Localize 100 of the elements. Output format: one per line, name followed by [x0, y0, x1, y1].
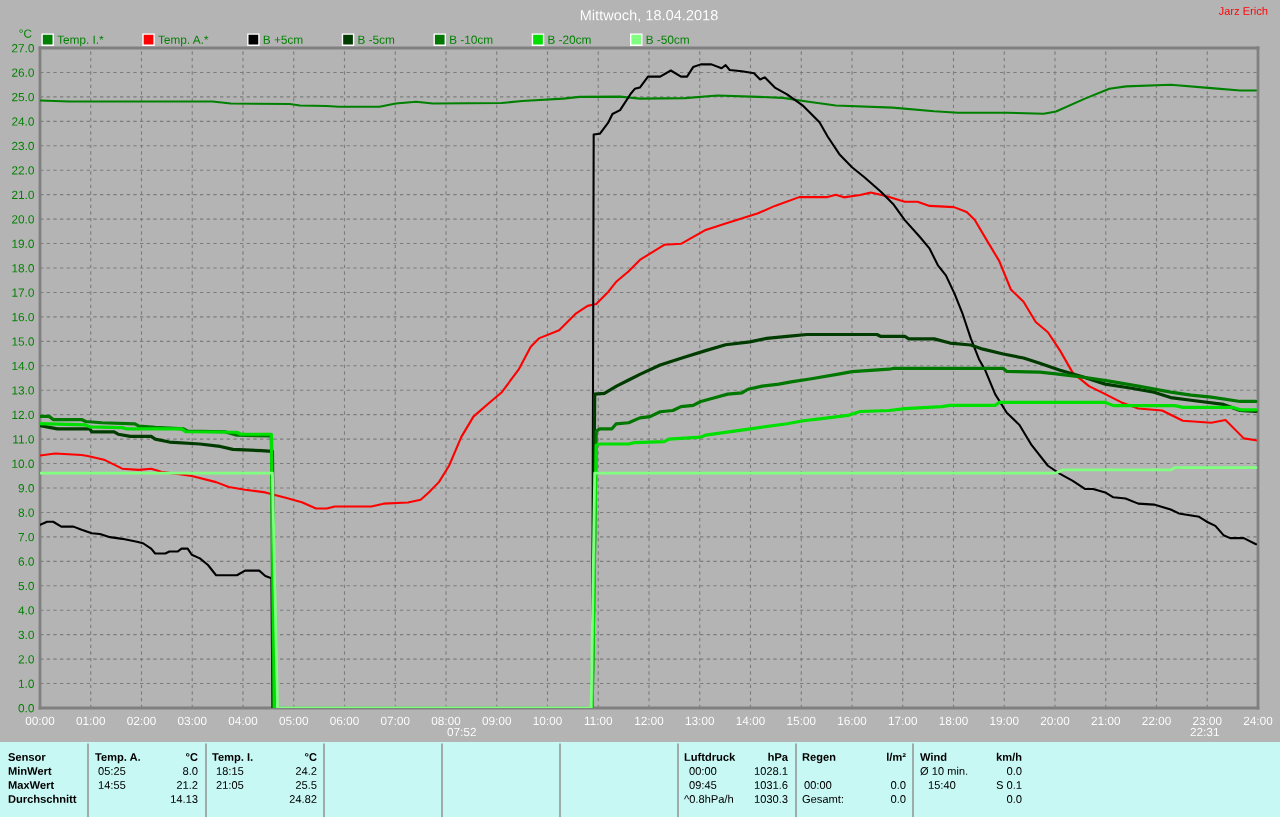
- text: 21.2: [176, 781, 198, 789]
- y-tick-label: 7.0: [18, 532, 34, 542]
- x-tick-label: 07:00: [380, 716, 410, 725]
- y-tick-label: 1.0: [18, 679, 34, 688]
- legend-label: B -20cm: [548, 35, 591, 44]
- text: 0.0: [1006, 795, 1022, 803]
- x-tick-label: 02:00: [127, 716, 156, 725]
- y-tick-label: 26.0: [12, 68, 34, 77]
- legend-label: B -5cm: [358, 35, 395, 44]
- text: 09:45: [689, 781, 717, 789]
- y-tick-label: 23.0: [12, 141, 34, 151]
- text: 25.5: [295, 781, 317, 789]
- y-tick-label: 0.0: [18, 704, 34, 713]
- y-tick-label: 11.0: [13, 435, 34, 444]
- y-tick-label: 4.0: [18, 606, 34, 615]
- x-tick-label: 24:00: [1243, 716, 1273, 725]
- y-tick-label: 12.0: [12, 410, 34, 420]
- y-tick-label: 27.0: [12, 44, 34, 53]
- y-axis-title: °C: [19, 29, 32, 38]
- y-tick-label: 20.0: [12, 215, 34, 224]
- y-tick-label: 19.0: [12, 239, 34, 248]
- y-tick-label: 9.0: [18, 484, 34, 493]
- text: Temp. A.: [95, 753, 140, 764]
- x-tick-label: 03:00: [177, 716, 207, 725]
- y-tick-label: 14.0: [12, 361, 34, 371]
- y-tick-label: 22.0: [12, 166, 34, 175]
- y-tick-label: 6.0: [18, 557, 34, 566]
- x-tick-label: 01:00: [76, 716, 106, 725]
- text: Luftdruck: [684, 752, 736, 761]
- text: S 0.1: [996, 781, 1022, 789]
- legend-label: B +5cm: [263, 35, 303, 44]
- y-tick-label: 5.0: [18, 581, 34, 591]
- legend-label: B -10cm: [450, 35, 493, 44]
- text: Regen: [802, 753, 836, 764]
- x-tick-label: 12:00: [635, 716, 664, 725]
- y-tick-label: 17.0: [12, 288, 34, 297]
- text: 1030.3: [754, 795, 788, 803]
- y-tick-label: 10.0: [12, 459, 34, 468]
- x-tick-label: 19:00: [990, 716, 1019, 725]
- y-tick-label: 21.0: [12, 190, 34, 200]
- text: Ø 10 min.: [920, 766, 968, 776]
- text: MinWert: [8, 766, 52, 775]
- y-tick-label: 25.0: [12, 92, 34, 102]
- x-tick-label: 17:00: [888, 716, 918, 725]
- text: MaxWert: [8, 781, 54, 789]
- x-tick-label: 14:00: [736, 716, 765, 725]
- x-tick-label: 15:00: [787, 716, 816, 725]
- x-tick-label: 05:00: [279, 716, 309, 725]
- text: °C: [186, 753, 198, 761]
- text: hPa: [768, 752, 789, 761]
- x-tick-label: 08:00: [431, 716, 461, 725]
- x-tick-label: 21:00: [1091, 716, 1121, 725]
- text: ^0.8hPa/h: [684, 794, 733, 803]
- x-tick-label: 11:00: [584, 716, 613, 725]
- x-tick-label: 04:00: [228, 716, 258, 725]
- x-tick-label: 23:00: [1193, 716, 1222, 725]
- chart-title: Mittwoch, 18.04.2018: [580, 9, 718, 23]
- x-tick-label: 16:00: [838, 716, 867, 725]
- legend-label: Temp. I.*: [57, 35, 104, 47]
- text: 0.0: [1006, 767, 1022, 775]
- x-tick-label: 22:00: [1142, 716, 1171, 725]
- text: 18:15: [216, 767, 244, 775]
- y-tick-label: 8.0: [18, 508, 34, 517]
- y-tick-label: 18.0: [12, 264, 34, 273]
- line-series: [40, 83, 1258, 115]
- legend-label: B -50cm: [646, 35, 689, 44]
- text: Durchschnitt: [8, 794, 77, 803]
- text: 24.82: [289, 795, 317, 803]
- text: Wind: [920, 752, 947, 761]
- text: 00:00: [689, 767, 717, 775]
- text: 05:25: [98, 767, 126, 775]
- text: km/h: [996, 752, 1022, 762]
- legend-label: Temp. A.*: [158, 35, 209, 47]
- text: 24.2: [295, 767, 317, 775]
- text: l/m²: [887, 752, 906, 762]
- y-tick-label: 3.0: [18, 630, 34, 640]
- text: Sensor: [8, 753, 46, 761]
- y-tick-label: 24.0: [12, 117, 34, 126]
- text: 07:52: [447, 727, 476, 737]
- y-tick-label: 13.0: [12, 386, 34, 395]
- y-tick-label: 15.0: [12, 337, 34, 346]
- x-tick-label: 18:00: [939, 716, 968, 725]
- text: 1028.1: [754, 767, 788, 775]
- y-tick-label: 16.0: [12, 312, 34, 322]
- text: 0.0: [890, 781, 906, 789]
- text: 0.0: [890, 795, 906, 803]
- x-tick-label: 09:00: [482, 716, 512, 725]
- x-tick-label: 06:00: [330, 716, 359, 725]
- text: Temp. I.: [212, 753, 253, 764]
- text: 14.13: [171, 795, 198, 803]
- text: 22:31: [1190, 727, 1219, 737]
- text: 8.0: [183, 767, 198, 775]
- text: 14:55: [98, 781, 126, 789]
- x-tick-label: 20:00: [1040, 716, 1070, 725]
- text: 21:05: [216, 781, 244, 789]
- text: 00:00: [804, 781, 832, 789]
- y-tick-label: 2.0: [18, 655, 34, 664]
- text: Gesamt:: [802, 795, 843, 803]
- line-series: [40, 191, 1258, 510]
- text: 1031.6: [754, 781, 788, 789]
